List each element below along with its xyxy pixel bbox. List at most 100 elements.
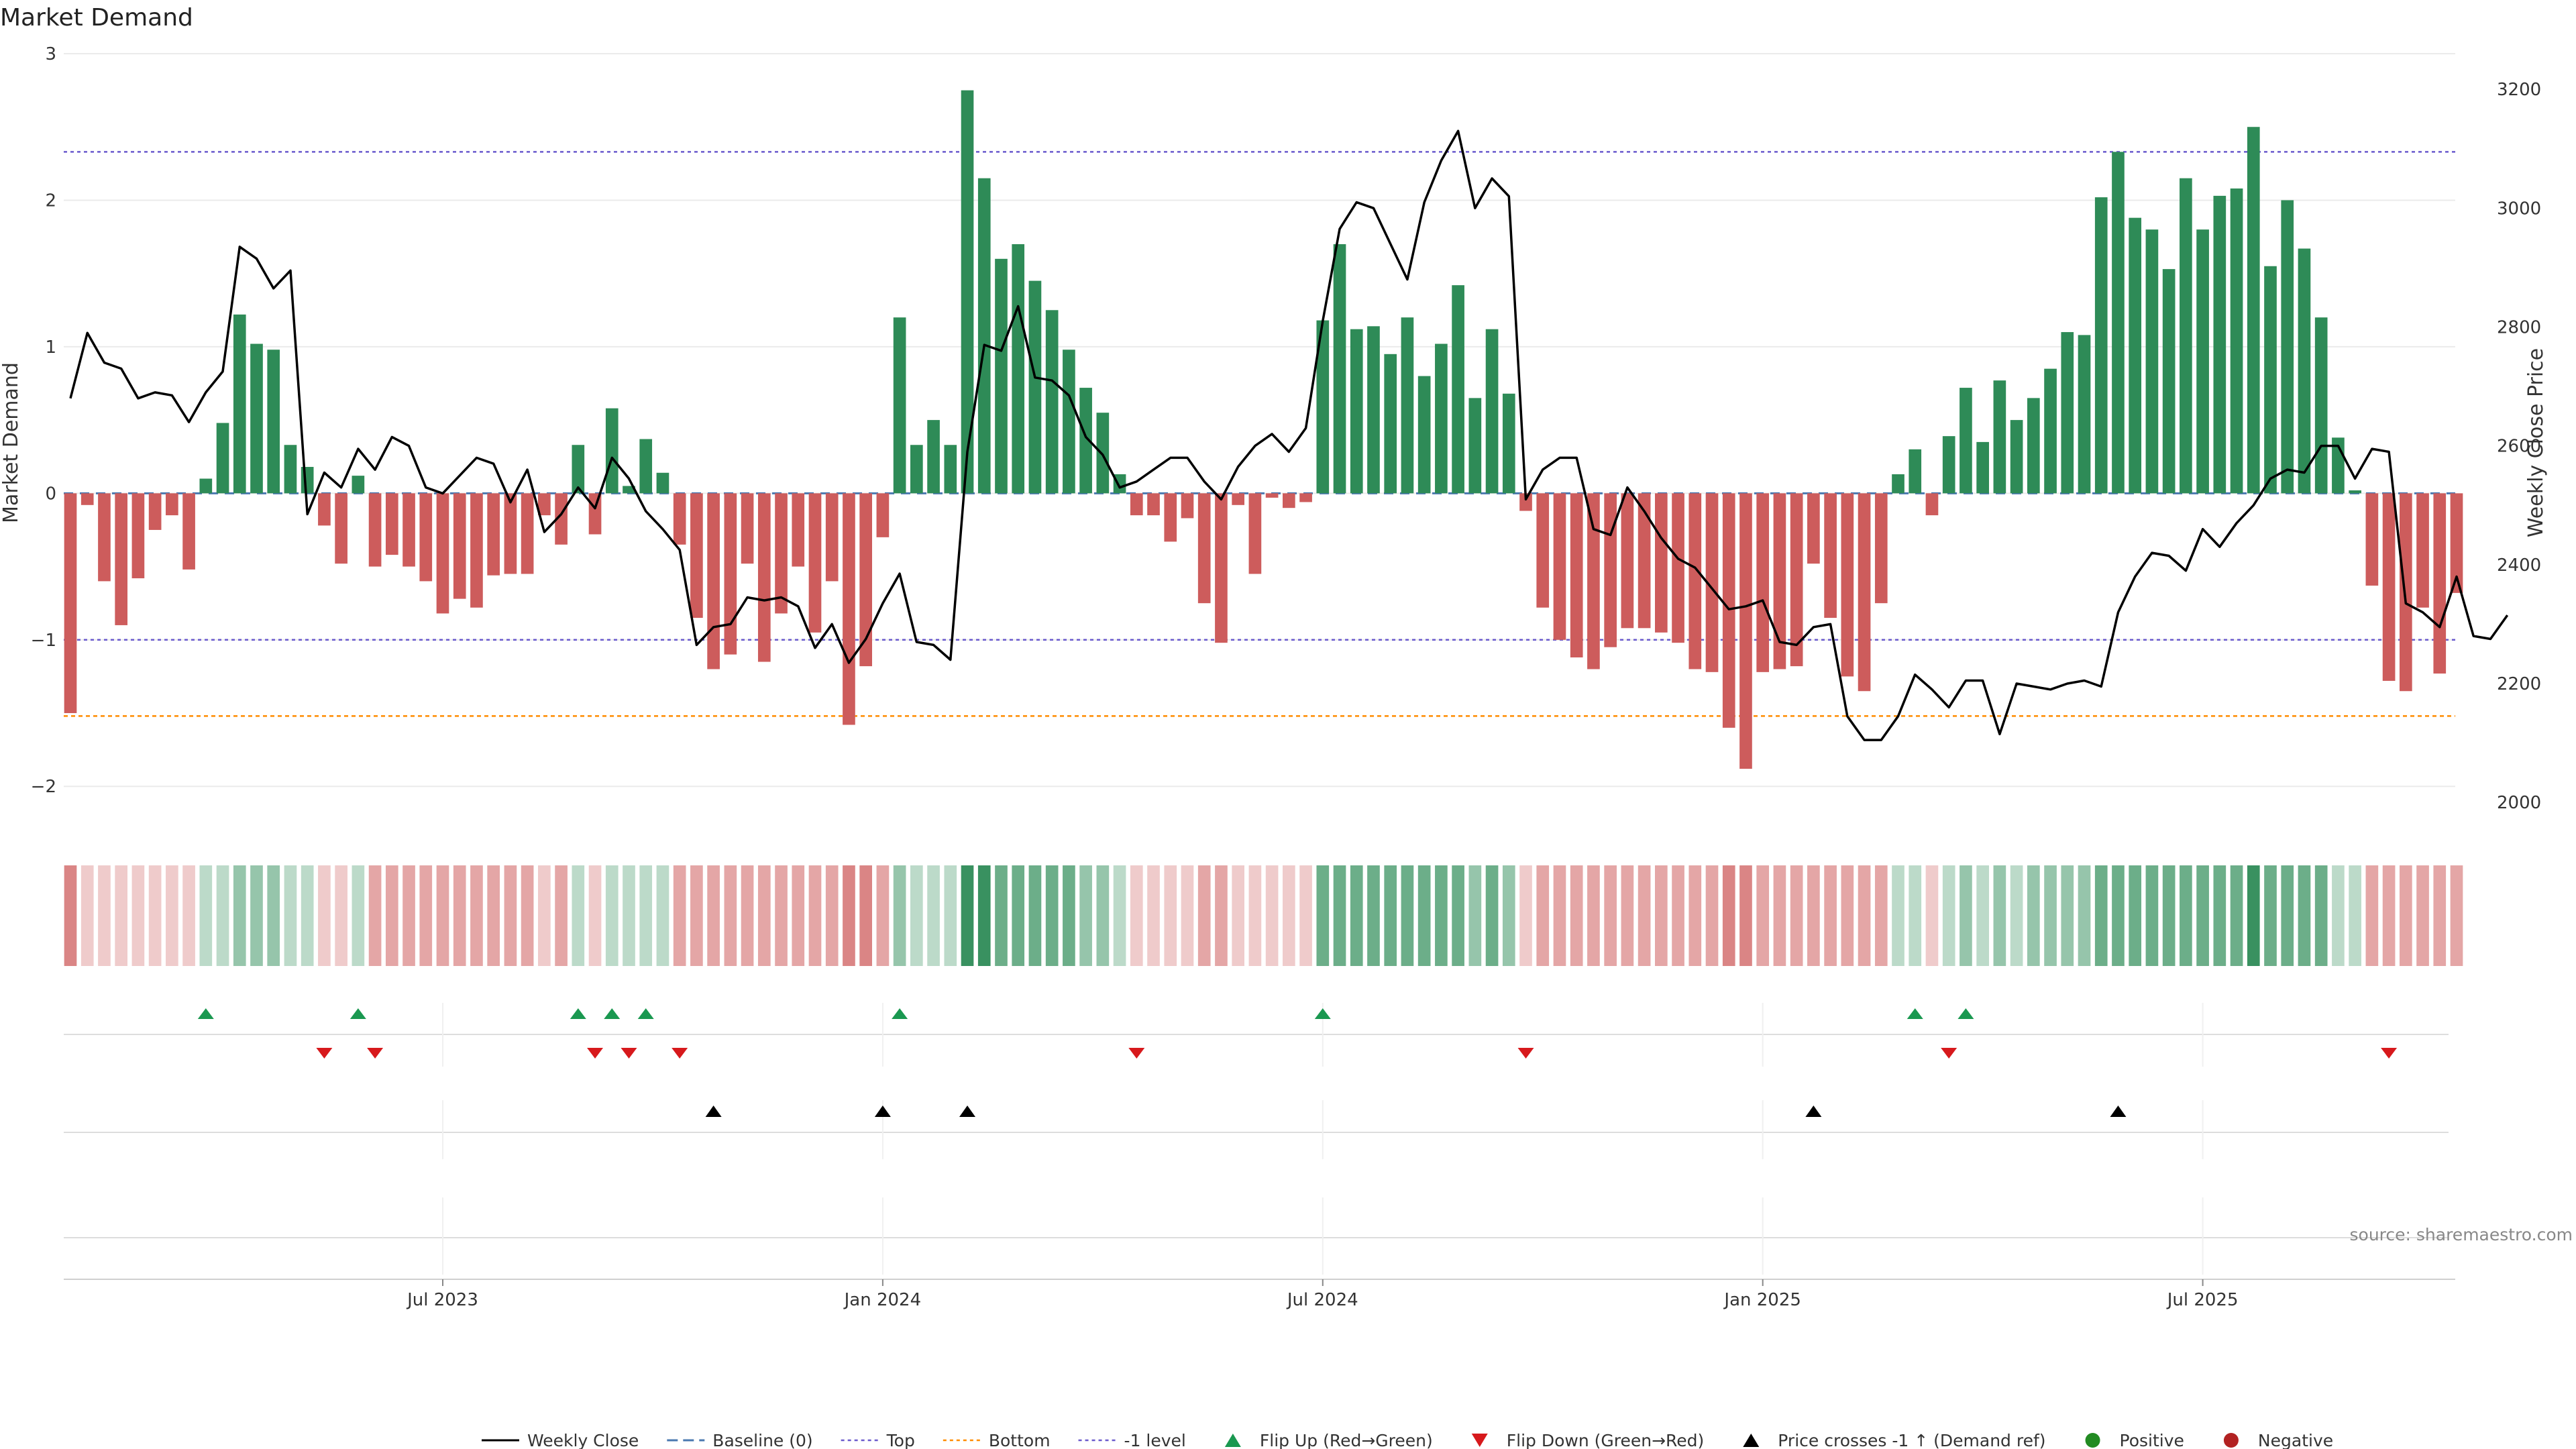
- y2-tick-label: 2200: [2497, 674, 2541, 694]
- heat-strip-cell: [1807, 865, 1820, 966]
- y-tick-label: 3: [45, 44, 56, 64]
- demand-bar: [1215, 493, 1228, 643]
- heat-strip-cell: [927, 865, 940, 966]
- demand-bar: [1925, 493, 1939, 516]
- legend-item: Weekly Close: [482, 1431, 639, 1449]
- demand-bar: [538, 493, 551, 516]
- y-axis-ticks: 3 2 1 0 −1 −2: [31, 44, 56, 797]
- demand-bar: [2230, 188, 2243, 494]
- heat-strip-cell: [1824, 865, 1837, 966]
- demand-bar: [1976, 441, 1989, 494]
- demand-bar: [521, 493, 534, 574]
- flip-down-marker: [621, 1048, 637, 1059]
- demand-bar: [1130, 493, 1143, 516]
- demand-bar: [1739, 493, 1752, 769]
- demand-bar: [673, 493, 686, 545]
- demand-bar: [690, 493, 703, 619]
- demand-bar: [1384, 354, 1397, 494]
- cross-marker: [1805, 1106, 1822, 1117]
- heat-strip-cell: [910, 865, 923, 966]
- heat-strip-cell: [1063, 865, 1075, 966]
- demand-bar: [2010, 420, 2023, 494]
- demand-bar: [1232, 493, 1244, 505]
- heat-strip-cell: [2196, 865, 2209, 966]
- demand-bar: [1197, 493, 1211, 604]
- heat-strip-cell: [1079, 865, 1092, 966]
- demand-bar: [2281, 200, 2294, 494]
- legend-negative-dot: [2223, 1433, 2239, 1448]
- heat-strip-cell: [1553, 865, 1566, 966]
- heat-strip-cell: [605, 865, 619, 966]
- heat-strip-cell: [352, 865, 365, 966]
- demand-bar: [1638, 493, 1651, 629]
- heat-strip-cell: [199, 865, 213, 966]
- heat-strip-cell: [1384, 865, 1397, 966]
- y-tick-label: −1: [31, 631, 56, 651]
- heat-strip-cell: [1892, 865, 1904, 966]
- demand-bar: [555, 493, 568, 545]
- heat-strip-cell: [2230, 865, 2243, 966]
- demand-bar: [1367, 326, 1380, 494]
- demand-bar: [2247, 127, 2260, 494]
- heat-strip-cell: [385, 865, 398, 966]
- heat-strip-cell: [876, 865, 890, 966]
- demand-bar: [876, 493, 890, 537]
- heat-strip-cell: [419, 865, 433, 966]
- demand-bar: [1570, 493, 1583, 657]
- heat-strip-cell: [1435, 865, 1448, 966]
- demand-bar: [1621, 493, 1634, 629]
- demand-bar: [2314, 317, 2328, 494]
- heat-strip-cell: [1773, 865, 1786, 966]
- cross-marker: [874, 1106, 891, 1117]
- demand-bar: [1248, 493, 1262, 574]
- heat-strip-cell: [521, 865, 534, 966]
- heat-strip-cell: [1654, 865, 1668, 966]
- demand-bar: [1587, 493, 1600, 669]
- y-tick-label: 1: [45, 337, 56, 358]
- heat-strip-cell: [843, 865, 855, 966]
- heat-strip-cell: [2145, 865, 2159, 966]
- demand-bar: [843, 493, 855, 725]
- heat-strip-cell: [538, 865, 551, 966]
- heat-strip-cell: [453, 865, 466, 966]
- legend-label: Top: [886, 1431, 915, 1449]
- heat-strip-cell: [2332, 865, 2345, 966]
- heat-strip-cell: [267, 865, 280, 966]
- demand-bar: [2078, 335, 2091, 494]
- y2-axis-ticks: 3200 3000 2800 2600 2400 2200 2000: [2497, 80, 2541, 813]
- heat-strip-cell: [673, 865, 686, 966]
- legend-item: Flip Up (Red→Green): [1224, 1431, 1433, 1449]
- demand-bar: [385, 493, 398, 555]
- heat-strip-cell: [1976, 865, 1989, 966]
- heat-strip-cell: [1587, 865, 1600, 966]
- heat-strip-cell: [859, 865, 873, 966]
- demand-bar: [1824, 493, 1837, 619]
- heat-strip-cell: [1164, 865, 1177, 966]
- demand-bar: [572, 445, 585, 494]
- legend-flip-up-icon: [1224, 1434, 1241, 1447]
- heat-strip-cell: [757, 865, 771, 966]
- demand-bar: [318, 493, 331, 526]
- heat-strip-cell: [1265, 865, 1279, 966]
- demand-bar: [2129, 217, 2142, 494]
- demand-bar: [1452, 285, 1464, 494]
- heat-strip-cell: [1350, 865, 1363, 966]
- flip-up-marker: [637, 1008, 654, 1019]
- legend-item: Price crosses -1 ↑ (Demand ref): [1743, 1431, 2046, 1449]
- demand-bar: [1333, 244, 1346, 494]
- demand-bar: [419, 493, 433, 582]
- heat-strip-cell: [487, 865, 500, 966]
- demand-bar: [1350, 329, 1363, 494]
- heat-strip-cell: [166, 865, 178, 966]
- heat-strip-cell: [1841, 865, 1854, 966]
- demand-bar: [148, 493, 162, 530]
- demand-bar: [2365, 493, 2379, 586]
- heat-strip-cell: [2247, 865, 2260, 966]
- demand-bar: [1858, 493, 1871, 692]
- x-tick-label: Jul 2025: [2166, 1290, 2239, 1310]
- demand-bar: [2416, 493, 2429, 608]
- heat-strip-cell: [1688, 865, 1702, 966]
- demand-bar: [1672, 493, 1684, 643]
- cross-marker: [2110, 1106, 2127, 1117]
